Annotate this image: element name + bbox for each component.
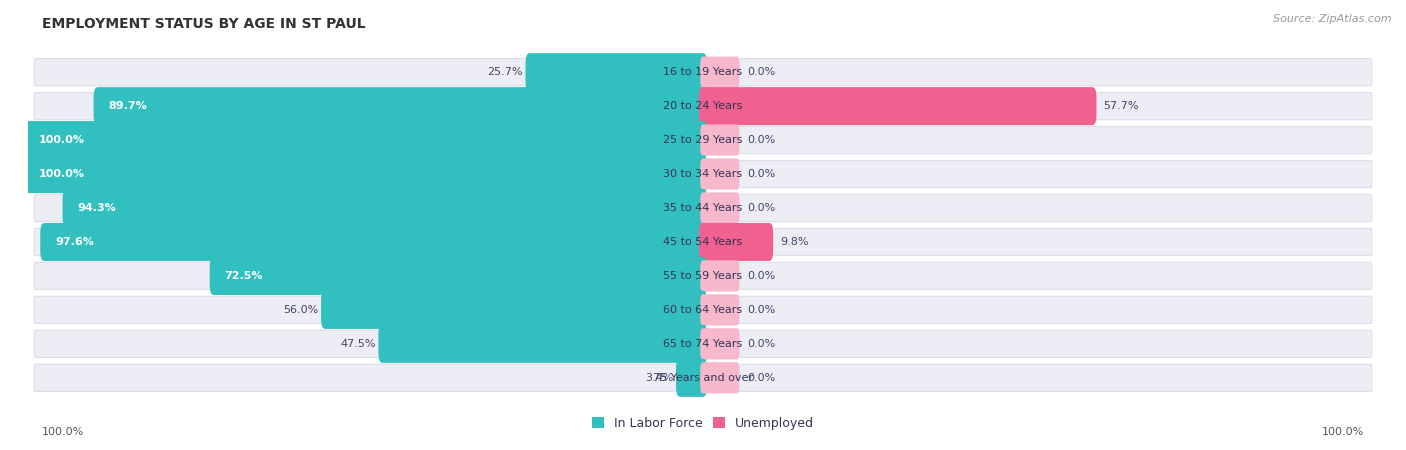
FancyBboxPatch shape (41, 223, 707, 261)
FancyBboxPatch shape (34, 364, 1372, 392)
Text: 100.0%: 100.0% (39, 135, 84, 145)
FancyBboxPatch shape (34, 296, 1372, 324)
FancyBboxPatch shape (700, 260, 740, 292)
Text: 97.6%: 97.6% (55, 237, 94, 247)
Text: 3.4%: 3.4% (645, 373, 673, 383)
Text: 72.5%: 72.5% (225, 271, 263, 281)
FancyBboxPatch shape (34, 194, 1372, 221)
Text: 0.0%: 0.0% (748, 339, 776, 349)
FancyBboxPatch shape (34, 126, 1372, 154)
FancyBboxPatch shape (700, 57, 740, 88)
FancyBboxPatch shape (700, 193, 740, 224)
Text: 35 to 44 Years: 35 to 44 Years (664, 203, 742, 213)
FancyBboxPatch shape (700, 328, 740, 360)
Text: 0.0%: 0.0% (748, 169, 776, 179)
Text: 25 to 29 Years: 25 to 29 Years (664, 135, 742, 145)
Text: 47.5%: 47.5% (340, 339, 375, 349)
FancyBboxPatch shape (526, 53, 707, 91)
Text: 100.0%: 100.0% (39, 169, 84, 179)
FancyBboxPatch shape (699, 223, 773, 261)
FancyBboxPatch shape (34, 93, 1372, 120)
FancyBboxPatch shape (700, 294, 740, 325)
Text: 0.0%: 0.0% (748, 305, 776, 315)
Text: 0.0%: 0.0% (748, 373, 776, 383)
Text: 0.0%: 0.0% (748, 203, 776, 213)
FancyBboxPatch shape (34, 58, 1372, 86)
Text: 0.0%: 0.0% (748, 271, 776, 281)
FancyBboxPatch shape (94, 87, 707, 125)
Text: 20 to 24 Years: 20 to 24 Years (664, 101, 742, 111)
Text: 25.7%: 25.7% (488, 67, 523, 77)
Text: 0.0%: 0.0% (748, 135, 776, 145)
FancyBboxPatch shape (34, 161, 1372, 188)
Text: 75 Years and over: 75 Years and over (652, 373, 754, 383)
Text: 89.7%: 89.7% (108, 101, 148, 111)
Text: 60 to 64 Years: 60 to 64 Years (664, 305, 742, 315)
FancyBboxPatch shape (700, 362, 740, 393)
FancyBboxPatch shape (24, 155, 707, 193)
Text: 30 to 34 Years: 30 to 34 Years (664, 169, 742, 179)
FancyBboxPatch shape (34, 262, 1372, 289)
Text: Source: ZipAtlas.com: Source: ZipAtlas.com (1274, 14, 1392, 23)
Text: EMPLOYMENT STATUS BY AGE IN ST PAUL: EMPLOYMENT STATUS BY AGE IN ST PAUL (42, 17, 366, 31)
FancyBboxPatch shape (321, 291, 707, 329)
FancyBboxPatch shape (378, 325, 707, 363)
FancyBboxPatch shape (209, 257, 707, 295)
Text: 9.8%: 9.8% (780, 237, 808, 247)
Text: 45 to 54 Years: 45 to 54 Years (664, 237, 742, 247)
Text: 94.3%: 94.3% (77, 203, 117, 213)
Text: 55 to 59 Years: 55 to 59 Years (664, 271, 742, 281)
Text: 16 to 19 Years: 16 to 19 Years (664, 67, 742, 77)
Text: 57.7%: 57.7% (1104, 101, 1139, 111)
FancyBboxPatch shape (699, 87, 1097, 125)
FancyBboxPatch shape (700, 158, 740, 190)
FancyBboxPatch shape (700, 125, 740, 156)
FancyBboxPatch shape (34, 229, 1372, 256)
FancyBboxPatch shape (676, 359, 707, 397)
Text: 0.0%: 0.0% (748, 67, 776, 77)
Text: 56.0%: 56.0% (283, 305, 318, 315)
FancyBboxPatch shape (24, 121, 707, 159)
Text: 100.0%: 100.0% (1322, 427, 1364, 436)
Legend: In Labor Force, Unemployed: In Labor Force, Unemployed (586, 412, 820, 435)
FancyBboxPatch shape (34, 330, 1372, 357)
Text: 100.0%: 100.0% (42, 427, 84, 436)
FancyBboxPatch shape (62, 189, 707, 227)
Text: 65 to 74 Years: 65 to 74 Years (664, 339, 742, 349)
